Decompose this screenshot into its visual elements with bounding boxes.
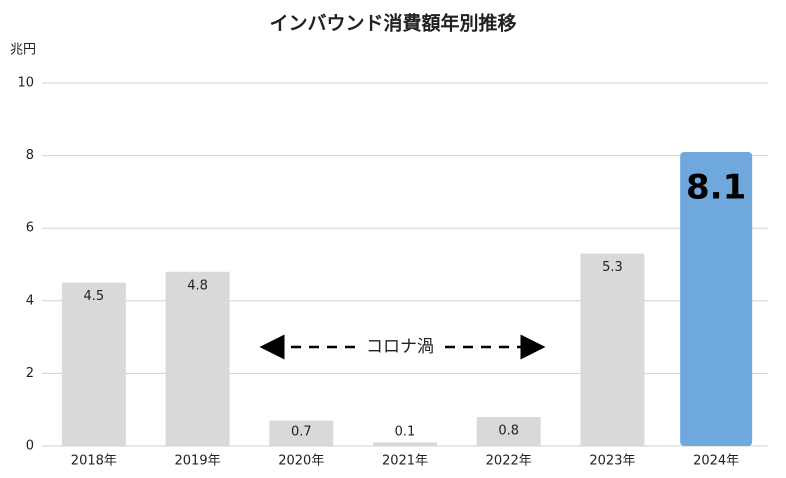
value-label: 4.8 [187,278,208,293]
x-tick-label: 2018年 [71,454,117,469]
bar [269,420,334,446]
value-label: 0.1 [395,425,416,440]
bar [61,282,126,446]
x-tick-label: 2021年 [382,454,428,469]
y-tick-label: 8 [26,148,34,163]
y-tick-label: 4 [26,293,34,308]
x-tick-label: 2022年 [486,454,532,469]
x-tick-label: 2019年 [175,454,221,469]
x-tick-label: 2023年 [589,454,635,469]
chart-title: インバウンド消費額年別推移 [269,12,516,35]
bar [680,151,753,446]
y-tick-label: 6 [26,221,34,236]
value-label: 0.8 [498,423,519,438]
y-tick-label: 2 [26,366,34,381]
value-label: 0.7 [291,425,312,440]
y-tick-label: 10 [17,76,34,91]
y-tick-label: 0 [26,439,34,454]
x-tick-label: 2024年 [693,454,739,469]
value-label: 8.1 [686,167,746,207]
bar [373,442,437,446]
bar [476,416,541,446]
bar [165,271,230,446]
value-label: 4.5 [84,289,105,304]
bar [580,253,645,446]
value-label: 5.3 [602,260,623,275]
y-axis-label: 兆円 [10,43,36,58]
x-tick-label: 2020年 [278,454,324,469]
annotation: コロナ渦 [366,337,434,357]
